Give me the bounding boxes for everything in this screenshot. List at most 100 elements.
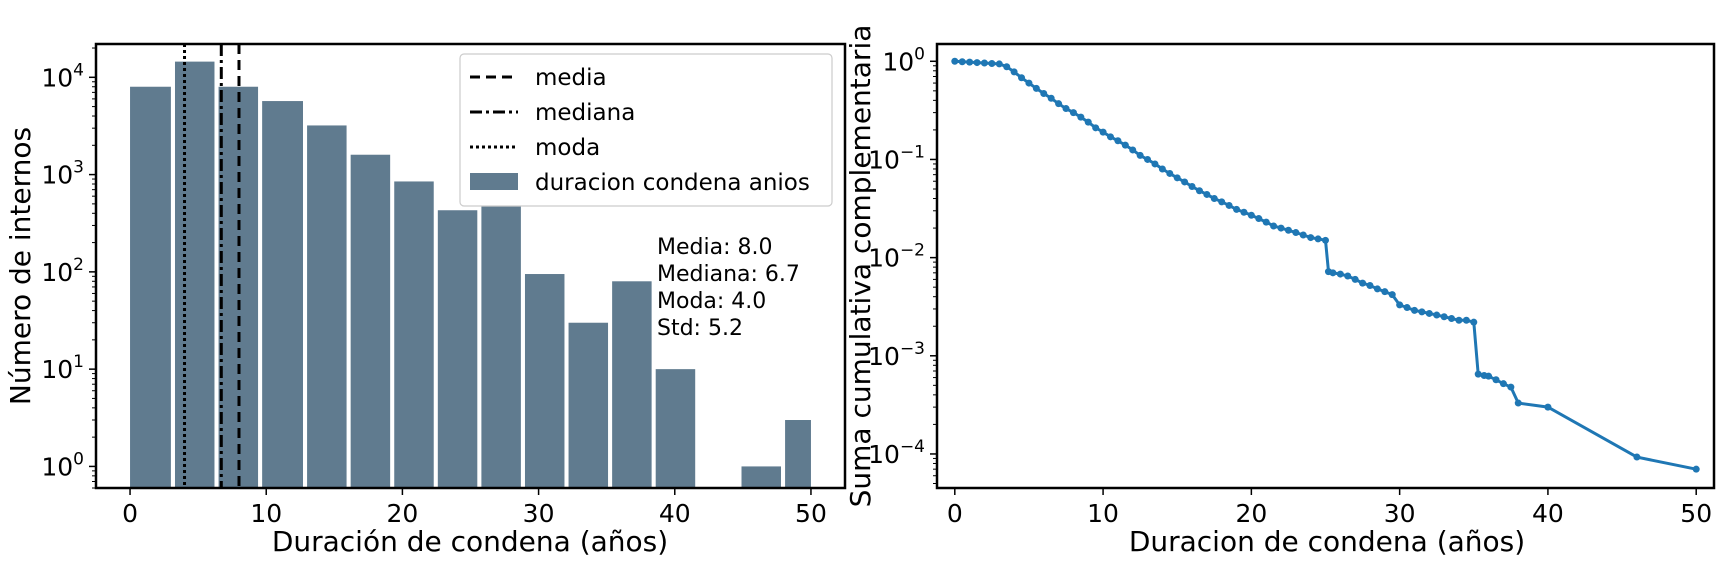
ccdf-point [1166, 169, 1174, 177]
ccdf-point [1277, 224, 1285, 232]
histogram-bar [350, 154, 391, 488]
ccdf-point [1018, 74, 1026, 82]
ccdf-point [1448, 314, 1456, 322]
histogram-bar [612, 281, 652, 488]
ccdf-point [1336, 270, 1344, 278]
ccdf-point [1514, 399, 1522, 407]
ccdf-point [1433, 311, 1441, 319]
legend-bar-swatch [470, 173, 518, 190]
ccdf-point [1069, 109, 1077, 117]
ccdf-point [1440, 313, 1448, 321]
ccdf-point [995, 60, 1003, 68]
histogram-bar [174, 61, 215, 488]
ccdf-point [1077, 113, 1085, 121]
right-x-tick-label: 10 [1087, 499, 1119, 528]
stats-moda: Moda: 4.0 [657, 289, 766, 314]
ccdf-point [1129, 146, 1137, 154]
ccdf-point [1425, 309, 1433, 317]
ccdf-point [1373, 285, 1381, 293]
right-y-tick-label: 10−3 [868, 339, 925, 371]
ccdf-point [1485, 372, 1493, 380]
stats-media: Media: 8.0 [657, 235, 772, 260]
legend-bar-label: duracion condena anios [535, 170, 810, 196]
ccdf-point [1151, 160, 1159, 168]
ccdf-point [1195, 187, 1203, 195]
histogram-bar [394, 181, 434, 488]
left-y-tick-label: 103 [41, 158, 84, 190]
right-y-tick-label: 10−1 [868, 142, 925, 174]
left-y-tick-label: 101 [41, 352, 84, 384]
ccdf-point [973, 59, 981, 67]
ccdf-point [1270, 222, 1278, 230]
ccdf-point [1381, 288, 1389, 296]
histogram-bar [130, 86, 171, 489]
histogram-bar [655, 369, 696, 488]
ccdf-point [1633, 453, 1641, 461]
ccdf-point [1099, 128, 1107, 136]
legend-box [459, 53, 833, 207]
legend-media-label: media [535, 65, 607, 91]
ccdf-point [1062, 105, 1070, 113]
ccdf-point [1247, 211, 1255, 219]
ccdf-point [1233, 205, 1241, 213]
ccdf-point [1055, 100, 1063, 108]
right-y-tick-label: 10−4 [868, 437, 925, 469]
histogram-bar [437, 210, 478, 489]
ccdf-point [966, 58, 974, 66]
stats-annotation: Media: 8.0 Mediana: 6.7 Moda: 4.0 Std: 5… [657, 235, 800, 341]
right-x-tick-label: 40 [1532, 499, 1564, 528]
left-y-tick-label: 102 [41, 255, 84, 287]
ccdf-point [1084, 118, 1092, 126]
ccdf-point [1544, 403, 1552, 411]
right-x-tick-label: 0 [947, 499, 963, 528]
ccdf-point [1173, 174, 1181, 182]
right-x-tick-label: 30 [1384, 499, 1416, 528]
stats-mediana: Mediana: 6.7 [657, 262, 800, 287]
ccdf-point [1210, 195, 1218, 203]
left-x-tick-label: 50 [795, 499, 827, 528]
ccdf-point [1292, 229, 1300, 237]
ccdf-point [1507, 383, 1515, 391]
right-plot-frame [935, 42, 1716, 490]
left-y-tick-label: 104 [41, 60, 84, 92]
ccdf-point [1092, 124, 1100, 132]
ccdf-point [1121, 141, 1129, 149]
ccdf-point [1418, 308, 1426, 316]
ccdf-series [951, 57, 1700, 473]
histogram-bars [130, 61, 811, 489]
ccdf-point [1203, 190, 1211, 198]
right-x-tick-label: 50 [1680, 499, 1712, 528]
ccdf-point [1322, 236, 1329, 244]
ccdf-point [1492, 376, 1500, 384]
histogram-bar [568, 322, 609, 488]
ccdf-point [1284, 226, 1292, 234]
ccdf-point [1307, 234, 1315, 242]
ccdf-point [980, 59, 988, 67]
ccdf-point [1032, 84, 1040, 92]
ccdf-point [1114, 137, 1122, 145]
histogram-bar [307, 125, 347, 488]
ccdf-point [1158, 165, 1166, 173]
left-x-tick-label: 10 [250, 499, 282, 528]
left-x-tick-label: 20 [387, 499, 419, 528]
ccdf-point [1396, 301, 1404, 309]
ccdf-point [1329, 269, 1337, 277]
ccdf-point [951, 57, 959, 65]
ccdf-point [1692, 465, 1700, 473]
right-axis-ticks: 0 10 20 30 40 50 100 10−1 10−2 10−3 10−4 [868, 44, 1712, 528]
ccdf-point [1366, 282, 1374, 290]
ccdf-point [1410, 306, 1418, 314]
histogram-bar [524, 274, 565, 488]
ccdf-point [1240, 208, 1248, 216]
left-x-axis-label: Duración de condena (años) [272, 525, 668, 558]
right-y-tick-label: 100 [882, 44, 925, 76]
ccdf-point [1462, 316, 1470, 324]
right-y-axis-label: Suma cumulativa complementaria [844, 25, 877, 508]
right-x-axis-label: Duracion de condena (años) [1129, 525, 1525, 558]
left-plot-frame [94, 42, 847, 490]
legend-moda-label: moda [535, 135, 600, 161]
right-x-tick-label: 20 [1235, 499, 1267, 528]
ccdf-line [954, 59, 1697, 471]
legend: media mediana moda duracion condena anio… [459, 53, 833, 207]
left-x-tick-label: 40 [659, 499, 691, 528]
